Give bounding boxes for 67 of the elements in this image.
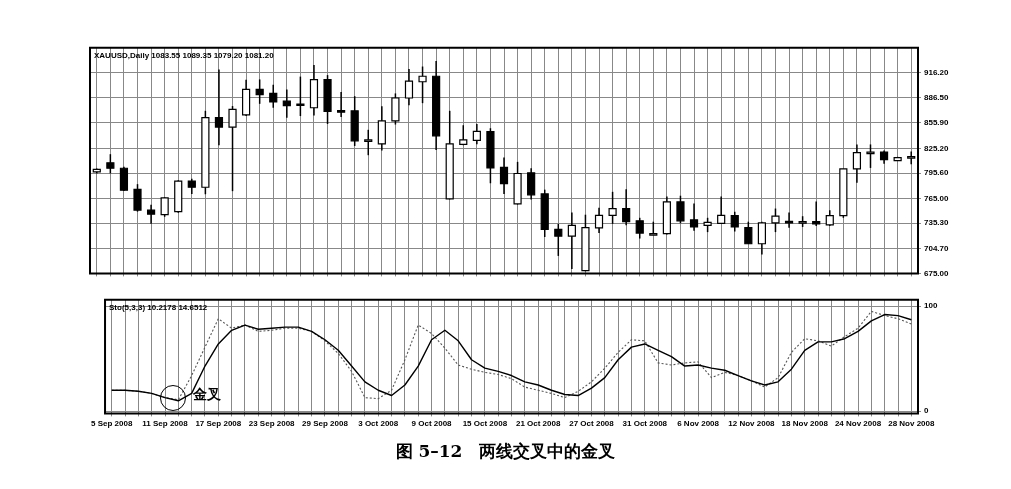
- y-tick-label: 855.90: [924, 118, 950, 128]
- candlestick: [404, 68, 414, 107]
- y-tick-label: 675.00: [924, 268, 950, 278]
- candlestick: [567, 211, 576, 270]
- candlestick: [296, 75, 305, 117]
- x-tick-label: 17 Sep 2008: [195, 419, 242, 429]
- y-tick-label: 886.50: [924, 92, 950, 102]
- x-tick-label: 23 Sep 2008: [248, 419, 296, 429]
- candlestick: [717, 195, 726, 225]
- y-tick-label: 765.00: [924, 193, 950, 203]
- candlestick: [499, 156, 509, 195]
- y-tick-label: 704.70: [924, 243, 950, 253]
- candlestick: [364, 129, 373, 156]
- candlestick: [160, 196, 169, 218]
- candlestick: [146, 203, 156, 225]
- x-tick-label: 27 Oct 2008: [569, 419, 615, 429]
- x-tick-label: 3 Oct 2008: [358, 419, 399, 429]
- y-tick-label: 795.60: [924, 168, 950, 178]
- chart-title: XAUUSD,Daily 1083.55 1089.35 1079.20 1081.20: [94, 51, 275, 60]
- candlestick: [377, 105, 386, 152]
- candlestick: [337, 91, 346, 118]
- candlestick: [608, 191, 617, 225]
- x-tick-label: 12 Nov 2008: [728, 419, 776, 429]
- candlestick: [852, 143, 862, 184]
- x-tick-label: 15 Oct 2008: [462, 419, 508, 429]
- candlestick: [676, 194, 685, 225]
- candlestick: [812, 200, 821, 227]
- caption: 图 5–12 两线交叉中的金叉: [394, 440, 617, 463]
- candlestick: [133, 183, 142, 213]
- x-tick-label: 31 Oct 2008: [622, 419, 668, 429]
- x-tick-label: 29 Sep 2008: [302, 419, 349, 429]
- candlestick: [527, 167, 536, 201]
- candlestick: [744, 220, 753, 245]
- x-tick-label: 21 Oct 2008: [515, 419, 561, 429]
- x-tick-label: 18 Nov 2008: [781, 419, 829, 429]
- candlestick: [622, 188, 631, 227]
- candlestick: [907, 150, 916, 166]
- candlestick: [106, 153, 115, 175]
- candlestick: [866, 143, 875, 169]
- x-tick-label: 24 Nov 2008: [834, 419, 882, 429]
- candlestick: [418, 65, 427, 104]
- y-tick-label: 735.30: [924, 218, 950, 228]
- candlestick: [635, 217, 644, 240]
- chart-title: Sto(5,3,3) 10.2178 14.6512: [109, 303, 208, 312]
- candlestick: [119, 166, 129, 192]
- y-tick-label: 916.20: [924, 67, 950, 77]
- candlestick: [757, 220, 766, 256]
- x-tick-label: 9 Oct 2008: [411, 419, 453, 429]
- candlestick: [594, 206, 604, 234]
- candlestick: [282, 88, 291, 119]
- candlestick: [554, 223, 563, 257]
- y-tick-label: 825.20: [924, 143, 950, 153]
- candlestick: [784, 211, 794, 229]
- x-tick-label: 6 Nov 2008: [677, 419, 720, 429]
- candlestick: [730, 210, 739, 233]
- y-tick-label: 0: [924, 406, 929, 416]
- candlestick: [771, 207, 780, 233]
- x-tick-label: 5 Sep 2008: [91, 419, 133, 429]
- candlestick: [472, 123, 481, 146]
- x-tick-label: 28 Nov 2008: [888, 419, 936, 429]
- candlestick: [391, 92, 400, 126]
- candlestick: [689, 202, 699, 232]
- y-tick-label: 100: [924, 301, 938, 311]
- candlestick: [269, 84, 278, 109]
- x-tick-label: 11 Sep 2008: [142, 419, 189, 429]
- candlestick: [255, 78, 264, 105]
- annotation: 金叉: [192, 386, 222, 403]
